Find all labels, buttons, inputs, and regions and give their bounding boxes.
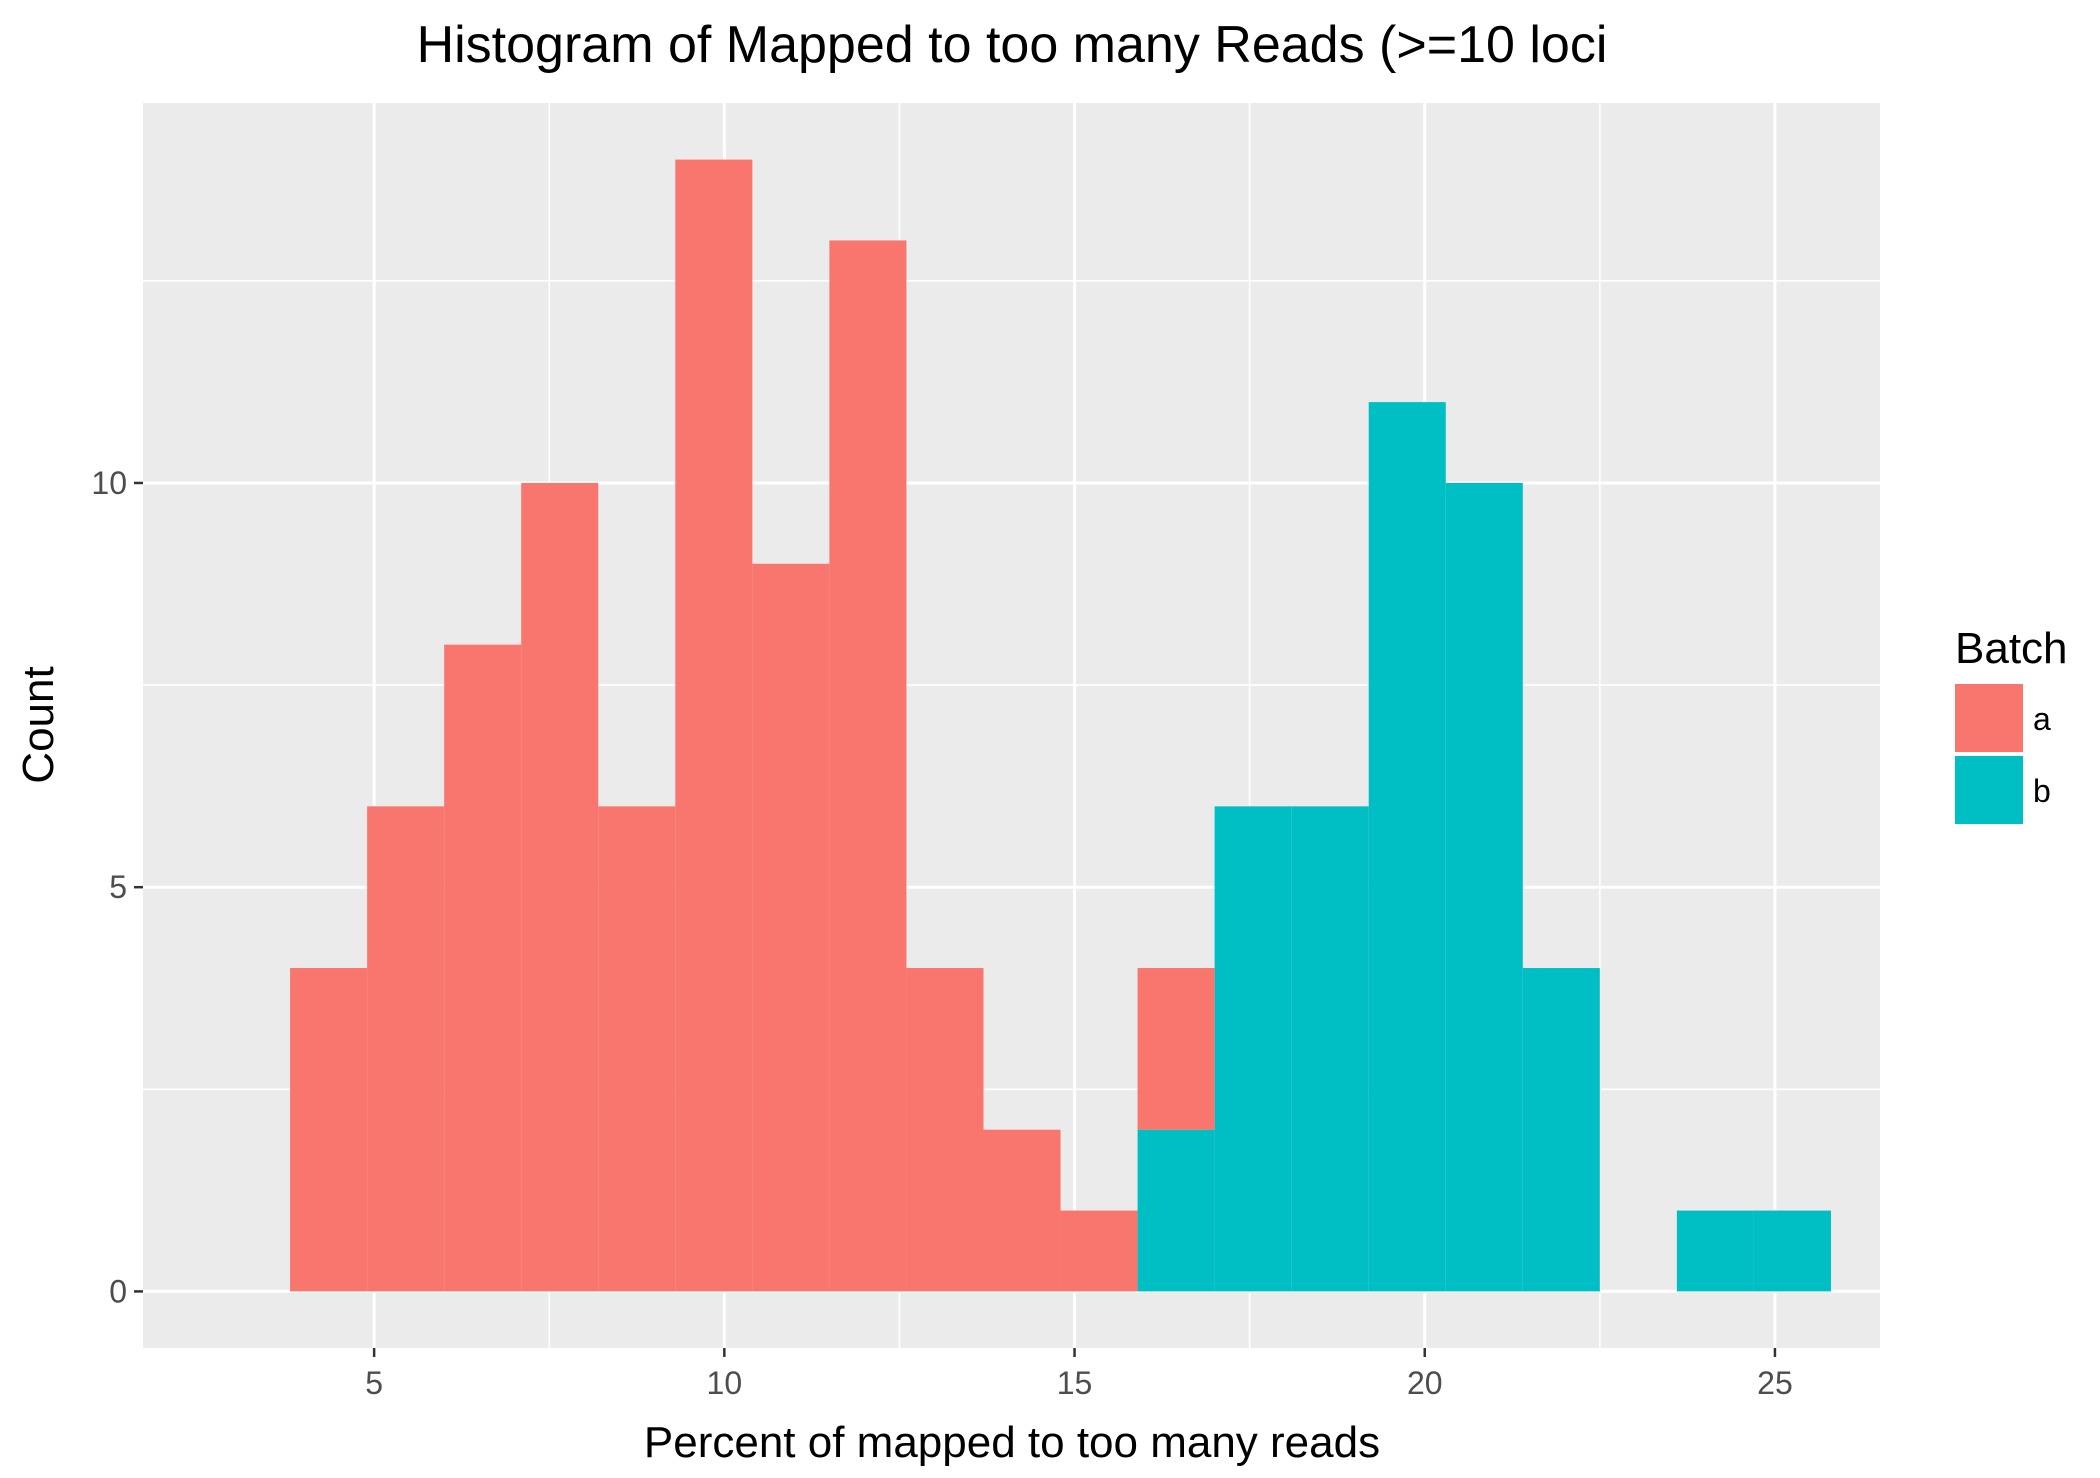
bar-a xyxy=(1137,968,1215,1130)
bar-a xyxy=(444,644,522,1292)
chart-title: Histogram of Mapped to too many Reads (>… xyxy=(417,16,1608,74)
legend-label-a: a xyxy=(2033,701,2051,737)
bar-b xyxy=(1214,806,1292,1292)
bar-b xyxy=(1445,482,1523,1292)
bar-a xyxy=(829,240,907,1292)
bar-b xyxy=(1368,402,1446,1292)
y-axis-ticks: 0 5 10 xyxy=(91,465,143,1309)
x-tick-label: 20 xyxy=(1407,1365,1443,1401)
x-axis-title: Percent of mapped to too many reads xyxy=(644,1418,1380,1467)
bar-a xyxy=(521,482,599,1292)
legend-label-b: b xyxy=(2033,773,2051,809)
bar-b xyxy=(1291,806,1369,1292)
bar-b xyxy=(1137,1129,1215,1292)
x-tick-label: 25 xyxy=(1757,1365,1793,1401)
legend-key-b xyxy=(1955,756,2023,824)
y-tick-label: 0 xyxy=(109,1273,127,1309)
legend-key-a xyxy=(1955,684,2023,752)
y-axis-title: Count xyxy=(14,666,63,783)
bar-a xyxy=(598,806,676,1292)
x-tick-label: 15 xyxy=(1057,1365,1093,1401)
x-axis-ticks: 5 10 15 20 25 xyxy=(365,1348,1793,1401)
y-tick-label: 10 xyxy=(91,465,127,501)
x-tick-label: 5 xyxy=(365,1365,383,1401)
bar-b xyxy=(1676,1210,1754,1292)
bar-a xyxy=(983,1129,1061,1292)
y-tick-label: 5 xyxy=(109,869,127,905)
bar-a xyxy=(1060,1210,1138,1292)
bar-b xyxy=(1522,968,1600,1292)
histogram-bars xyxy=(290,159,1831,1292)
bar-a xyxy=(675,159,753,1292)
bar-a xyxy=(367,806,445,1292)
bar-b xyxy=(1753,1210,1831,1292)
legend-title: Batch xyxy=(1955,624,2068,673)
bar-a xyxy=(752,563,830,1292)
x-tick-label: 10 xyxy=(707,1365,743,1401)
bar-a xyxy=(290,968,368,1292)
legend: Batch a b xyxy=(1955,624,2068,824)
bar-a xyxy=(906,968,984,1292)
